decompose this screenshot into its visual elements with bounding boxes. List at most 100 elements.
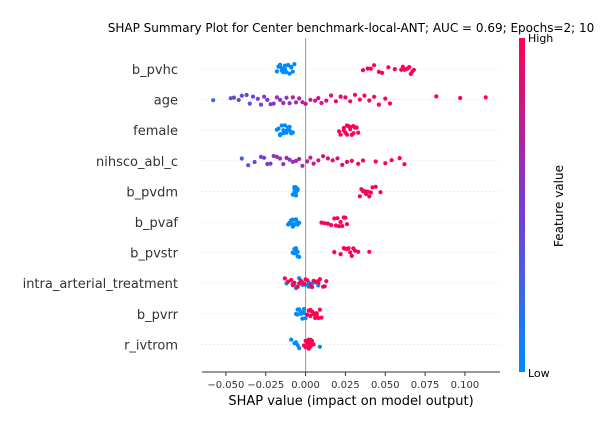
shap-point [281, 131, 286, 136]
feature-label-b-pvhc: b_pvhc [132, 63, 178, 78]
shap-point [340, 223, 345, 229]
shap-point [274, 69, 279, 74]
colorbar [519, 38, 525, 372]
shap-point [282, 66, 287, 72]
shap-point [295, 312, 300, 317]
shap-point [338, 252, 343, 257]
shap-point [316, 96, 321, 101]
shap-point [246, 163, 251, 168]
shap-point [268, 161, 273, 166]
shap-point [287, 71, 292, 76]
shap-point [316, 315, 321, 321]
shap-point [303, 345, 308, 350]
shap-point [322, 284, 327, 289]
shap-point [344, 159, 350, 164]
shap-point [301, 307, 307, 312]
shap-point [343, 95, 348, 100]
shap-point [317, 344, 322, 349]
shap-point [300, 163, 305, 168]
feature-label-intra-arterial-treatment: intra_arterial_treatment [23, 277, 178, 292]
feature-label-nihsco-abl-c: nihsco_abl_c [96, 155, 178, 170]
shap-point [290, 159, 295, 164]
shap-point [303, 277, 308, 282]
shap-point [300, 316, 305, 321]
shap-point [252, 159, 257, 165]
feature-label-b-pvrr: b_pvrr [137, 308, 179, 323]
shap-point [303, 316, 308, 321]
colorbar-low-label: Low [528, 367, 550, 380]
shap-point [239, 156, 244, 161]
shap-point [293, 100, 299, 105]
shap-point [311, 161, 316, 166]
shap-point [287, 101, 292, 106]
shap-point [360, 68, 366, 73]
shap-point [282, 276, 287, 281]
shap-point [367, 249, 372, 254]
shap-point [362, 93, 367, 98]
shap-point [274, 154, 279, 159]
shap-point [311, 311, 316, 316]
shap-point [258, 102, 264, 107]
shap-point [297, 96, 302, 101]
shap-point [281, 100, 286, 106]
shap-point [368, 190, 373, 195]
shap-point [376, 102, 381, 107]
shap-point [247, 101, 252, 106]
shap-point [274, 95, 279, 100]
shap-point [349, 253, 354, 258]
shap-point [373, 184, 378, 189]
shap-point [282, 123, 287, 128]
shap-point [293, 190, 299, 195]
shap-point [357, 97, 362, 102]
shap-point [293, 246, 299, 251]
shap-point [279, 123, 284, 128]
shap-point [297, 156, 302, 162]
shap-point [278, 97, 283, 102]
shap-point [313, 98, 318, 103]
shap-point [303, 101, 308, 106]
shap-point [356, 130, 361, 135]
shap-point [290, 130, 295, 135]
shap-point [308, 337, 313, 342]
shap-point [236, 97, 241, 103]
shap-point [483, 95, 488, 100]
shap-point [284, 130, 289, 135]
shap-point [282, 63, 287, 68]
shap-point [330, 158, 335, 163]
shap-point [284, 95, 289, 100]
shap-point [357, 194, 362, 199]
shap-point [293, 217, 299, 222]
shap-point [376, 69, 381, 74]
shap-point [373, 159, 378, 164]
shap-point [349, 158, 354, 163]
shap-point [325, 156, 330, 161]
shap-point [284, 155, 289, 160]
shap-point [348, 99, 353, 104]
shap-point [336, 224, 342, 229]
shap-point [301, 310, 307, 316]
shap-point [255, 96, 260, 101]
feature-label-b-pvdm: b_pvdm [126, 185, 178, 200]
shap-point [290, 95, 295, 100]
shap-point [458, 95, 463, 101]
shap-point [383, 161, 388, 166]
shap-point [338, 219, 343, 225]
shap-point [281, 162, 286, 167]
shap-point [397, 156, 402, 161]
shap-point [289, 277, 294, 283]
shap-point [411, 67, 416, 72]
x-tick-label: 0.050 [371, 380, 400, 391]
shap-point [372, 63, 377, 68]
shap-point [271, 101, 276, 106]
shap-point [250, 94, 256, 99]
shap-point [370, 185, 375, 190]
shap-point [268, 102, 273, 107]
shap-point [352, 92, 358, 97]
shap-point [372, 94, 377, 99]
shap-point [386, 65, 391, 70]
shap-point [231, 95, 236, 100]
shap-point [341, 128, 346, 133]
shap-point [278, 133, 283, 138]
colorbar-label: Feature value [552, 165, 566, 247]
